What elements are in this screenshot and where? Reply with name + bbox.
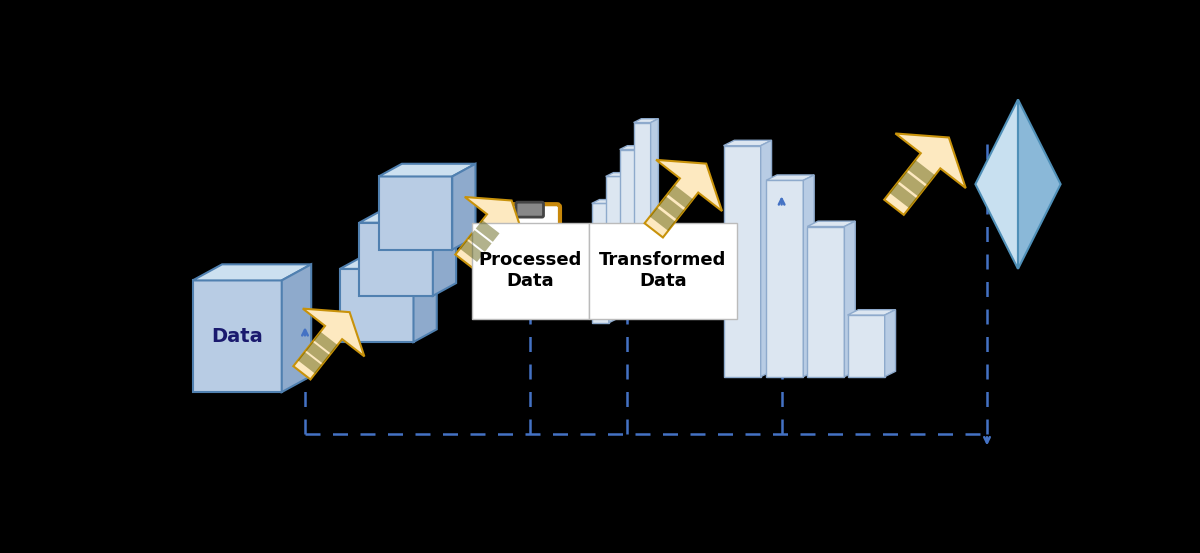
FancyBboxPatch shape: [516, 202, 544, 217]
Polygon shape: [592, 204, 608, 323]
Polygon shape: [724, 145, 761, 377]
Polygon shape: [976, 100, 1018, 269]
Text: Processed
Data: Processed Data: [479, 252, 582, 290]
Polygon shape: [619, 145, 644, 149]
Polygon shape: [637, 145, 644, 300]
Polygon shape: [623, 173, 630, 311]
FancyBboxPatch shape: [472, 223, 589, 319]
Polygon shape: [634, 123, 650, 288]
Polygon shape: [193, 264, 311, 280]
Polygon shape: [455, 197, 527, 268]
Polygon shape: [847, 315, 884, 377]
Polygon shape: [803, 175, 814, 377]
Polygon shape: [606, 173, 630, 176]
Polygon shape: [298, 352, 322, 374]
Polygon shape: [193, 280, 282, 392]
FancyBboxPatch shape: [499, 204, 560, 295]
Polygon shape: [889, 183, 917, 208]
Polygon shape: [808, 221, 856, 227]
Polygon shape: [761, 140, 772, 377]
Polygon shape: [452, 164, 475, 249]
Polygon shape: [359, 223, 433, 296]
Polygon shape: [414, 256, 437, 342]
Polygon shape: [340, 269, 414, 342]
Polygon shape: [293, 309, 365, 379]
Polygon shape: [608, 200, 617, 323]
Polygon shape: [592, 200, 617, 204]
FancyBboxPatch shape: [589, 223, 737, 319]
Polygon shape: [379, 176, 452, 249]
Text: Transformed
Data: Transformed Data: [599, 252, 727, 290]
Polygon shape: [845, 221, 856, 377]
Polygon shape: [306, 342, 330, 363]
Polygon shape: [282, 264, 311, 392]
Polygon shape: [884, 133, 966, 215]
Polygon shape: [359, 210, 456, 223]
Polygon shape: [606, 176, 623, 311]
Polygon shape: [724, 140, 772, 145]
Polygon shape: [899, 171, 926, 196]
Polygon shape: [847, 310, 895, 315]
Polygon shape: [379, 164, 475, 176]
Polygon shape: [766, 175, 814, 180]
Polygon shape: [766, 180, 803, 377]
Polygon shape: [433, 210, 456, 296]
Polygon shape: [644, 160, 722, 237]
Polygon shape: [808, 227, 845, 377]
Polygon shape: [650, 207, 676, 231]
Polygon shape: [340, 256, 437, 269]
Polygon shape: [884, 310, 895, 377]
Text: Data: Data: [211, 327, 263, 346]
Polygon shape: [659, 196, 684, 220]
Polygon shape: [619, 149, 637, 300]
Polygon shape: [1018, 100, 1061, 269]
Polygon shape: [908, 160, 935, 185]
Polygon shape: [313, 332, 337, 353]
Polygon shape: [460, 240, 484, 262]
Polygon shape: [475, 220, 499, 242]
Polygon shape: [667, 185, 692, 208]
Polygon shape: [650, 119, 659, 288]
Polygon shape: [634, 119, 659, 123]
Polygon shape: [468, 230, 492, 252]
